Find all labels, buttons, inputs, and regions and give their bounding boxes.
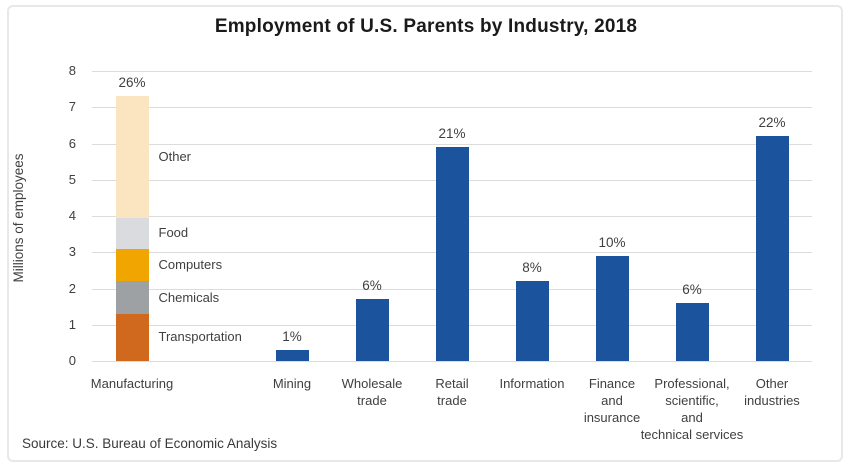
bar-wholesale-trade xyxy=(355,299,389,361)
x-category-label-line: Finance xyxy=(588,376,636,391)
y-tick-label: 3 xyxy=(68,244,76,260)
bar-retail-trade xyxy=(435,147,469,361)
segment-other xyxy=(115,96,149,218)
x-category-label-line: Other xyxy=(755,376,789,391)
bar-other-industries xyxy=(755,136,789,361)
bar-mining xyxy=(275,350,309,361)
x-category-label: Mining xyxy=(227,375,357,392)
x-category-label: Professional, scientific, and technical ser… xyxy=(627,375,757,443)
y-tick-label: 6 xyxy=(68,135,76,151)
x-category-label-line: Manufacturing xyxy=(90,376,174,391)
x-category-label-line: Mining xyxy=(272,376,312,391)
y-tick-label: 1 xyxy=(68,316,76,332)
chart-title: Employment of U.S. Parents by Industry, … xyxy=(214,16,638,37)
x-category-label: Information xyxy=(467,375,597,392)
gridline xyxy=(92,361,812,362)
x-category-label: Wholesale trade xyxy=(307,375,437,409)
x-category-label-line: scientific, xyxy=(665,393,719,408)
x-category-label-line: industries xyxy=(744,393,800,408)
segment-computers xyxy=(115,248,149,282)
y-tick-label: 4 xyxy=(68,208,76,223)
y-tick-label: 0 xyxy=(68,353,76,368)
x-category-label-line: technical services xyxy=(640,427,744,442)
x-category-label: Finance and insurance xyxy=(547,375,677,426)
percent-label: 26% xyxy=(118,75,146,91)
x-category-label-line: and xyxy=(681,410,703,425)
x-category-label-line: Professional, xyxy=(654,376,730,391)
segment-label-chemicals: Chemicals xyxy=(158,289,220,305)
percent-label: 1% xyxy=(282,329,302,345)
x-category-label-line: Wholesale xyxy=(341,376,403,391)
bar-finance-and-insurance xyxy=(595,255,629,361)
y-tick-label: 5 xyxy=(68,171,76,187)
percent-label: 6% xyxy=(682,282,702,297)
segment-label-transportation: Transportation xyxy=(158,329,242,345)
x-category-label: Manufacturing xyxy=(67,375,197,392)
percent-label: 8% xyxy=(522,260,542,276)
x-category-label-line: trade xyxy=(357,393,387,408)
x-category-label: Retail trade xyxy=(387,375,517,409)
y-tick-label: 8 xyxy=(68,63,76,78)
percent-label: 22% xyxy=(758,115,786,131)
segment-chemicals xyxy=(115,281,149,314)
percent-label: 6% xyxy=(362,278,382,294)
segment-food xyxy=(115,217,149,249)
x-category-label: Other industries xyxy=(707,375,837,409)
segment-label-other: Other xyxy=(158,149,192,165)
source-note: Source: U.S. Bureau of Economic Analysis xyxy=(22,436,278,451)
segment-label-food: Food xyxy=(158,225,189,241)
segment-label-computers: Computers xyxy=(158,256,223,272)
percent-label: 10% xyxy=(598,234,626,250)
x-category-label-line: Retail xyxy=(435,376,469,391)
bar-manufacturing xyxy=(115,96,149,361)
percent-label: 21% xyxy=(438,126,466,142)
y-tick-label: 7 xyxy=(68,99,76,115)
y-tick-label: 2 xyxy=(68,280,76,296)
x-category-label-line: Information xyxy=(499,376,565,391)
x-category-label-line: trade xyxy=(437,393,467,408)
gridline xyxy=(92,71,812,72)
segment-transportation xyxy=(115,313,149,361)
y-axis-title: Millions of employees xyxy=(11,153,26,283)
x-category-label-line: insurance xyxy=(583,410,641,425)
gridline xyxy=(92,143,812,145)
gridline xyxy=(92,107,812,109)
x-category-label-line: and xyxy=(601,393,623,408)
chart-frame xyxy=(7,5,843,462)
bar-professional-scientific-and-technical-services xyxy=(675,303,709,361)
bar-information xyxy=(515,281,549,361)
